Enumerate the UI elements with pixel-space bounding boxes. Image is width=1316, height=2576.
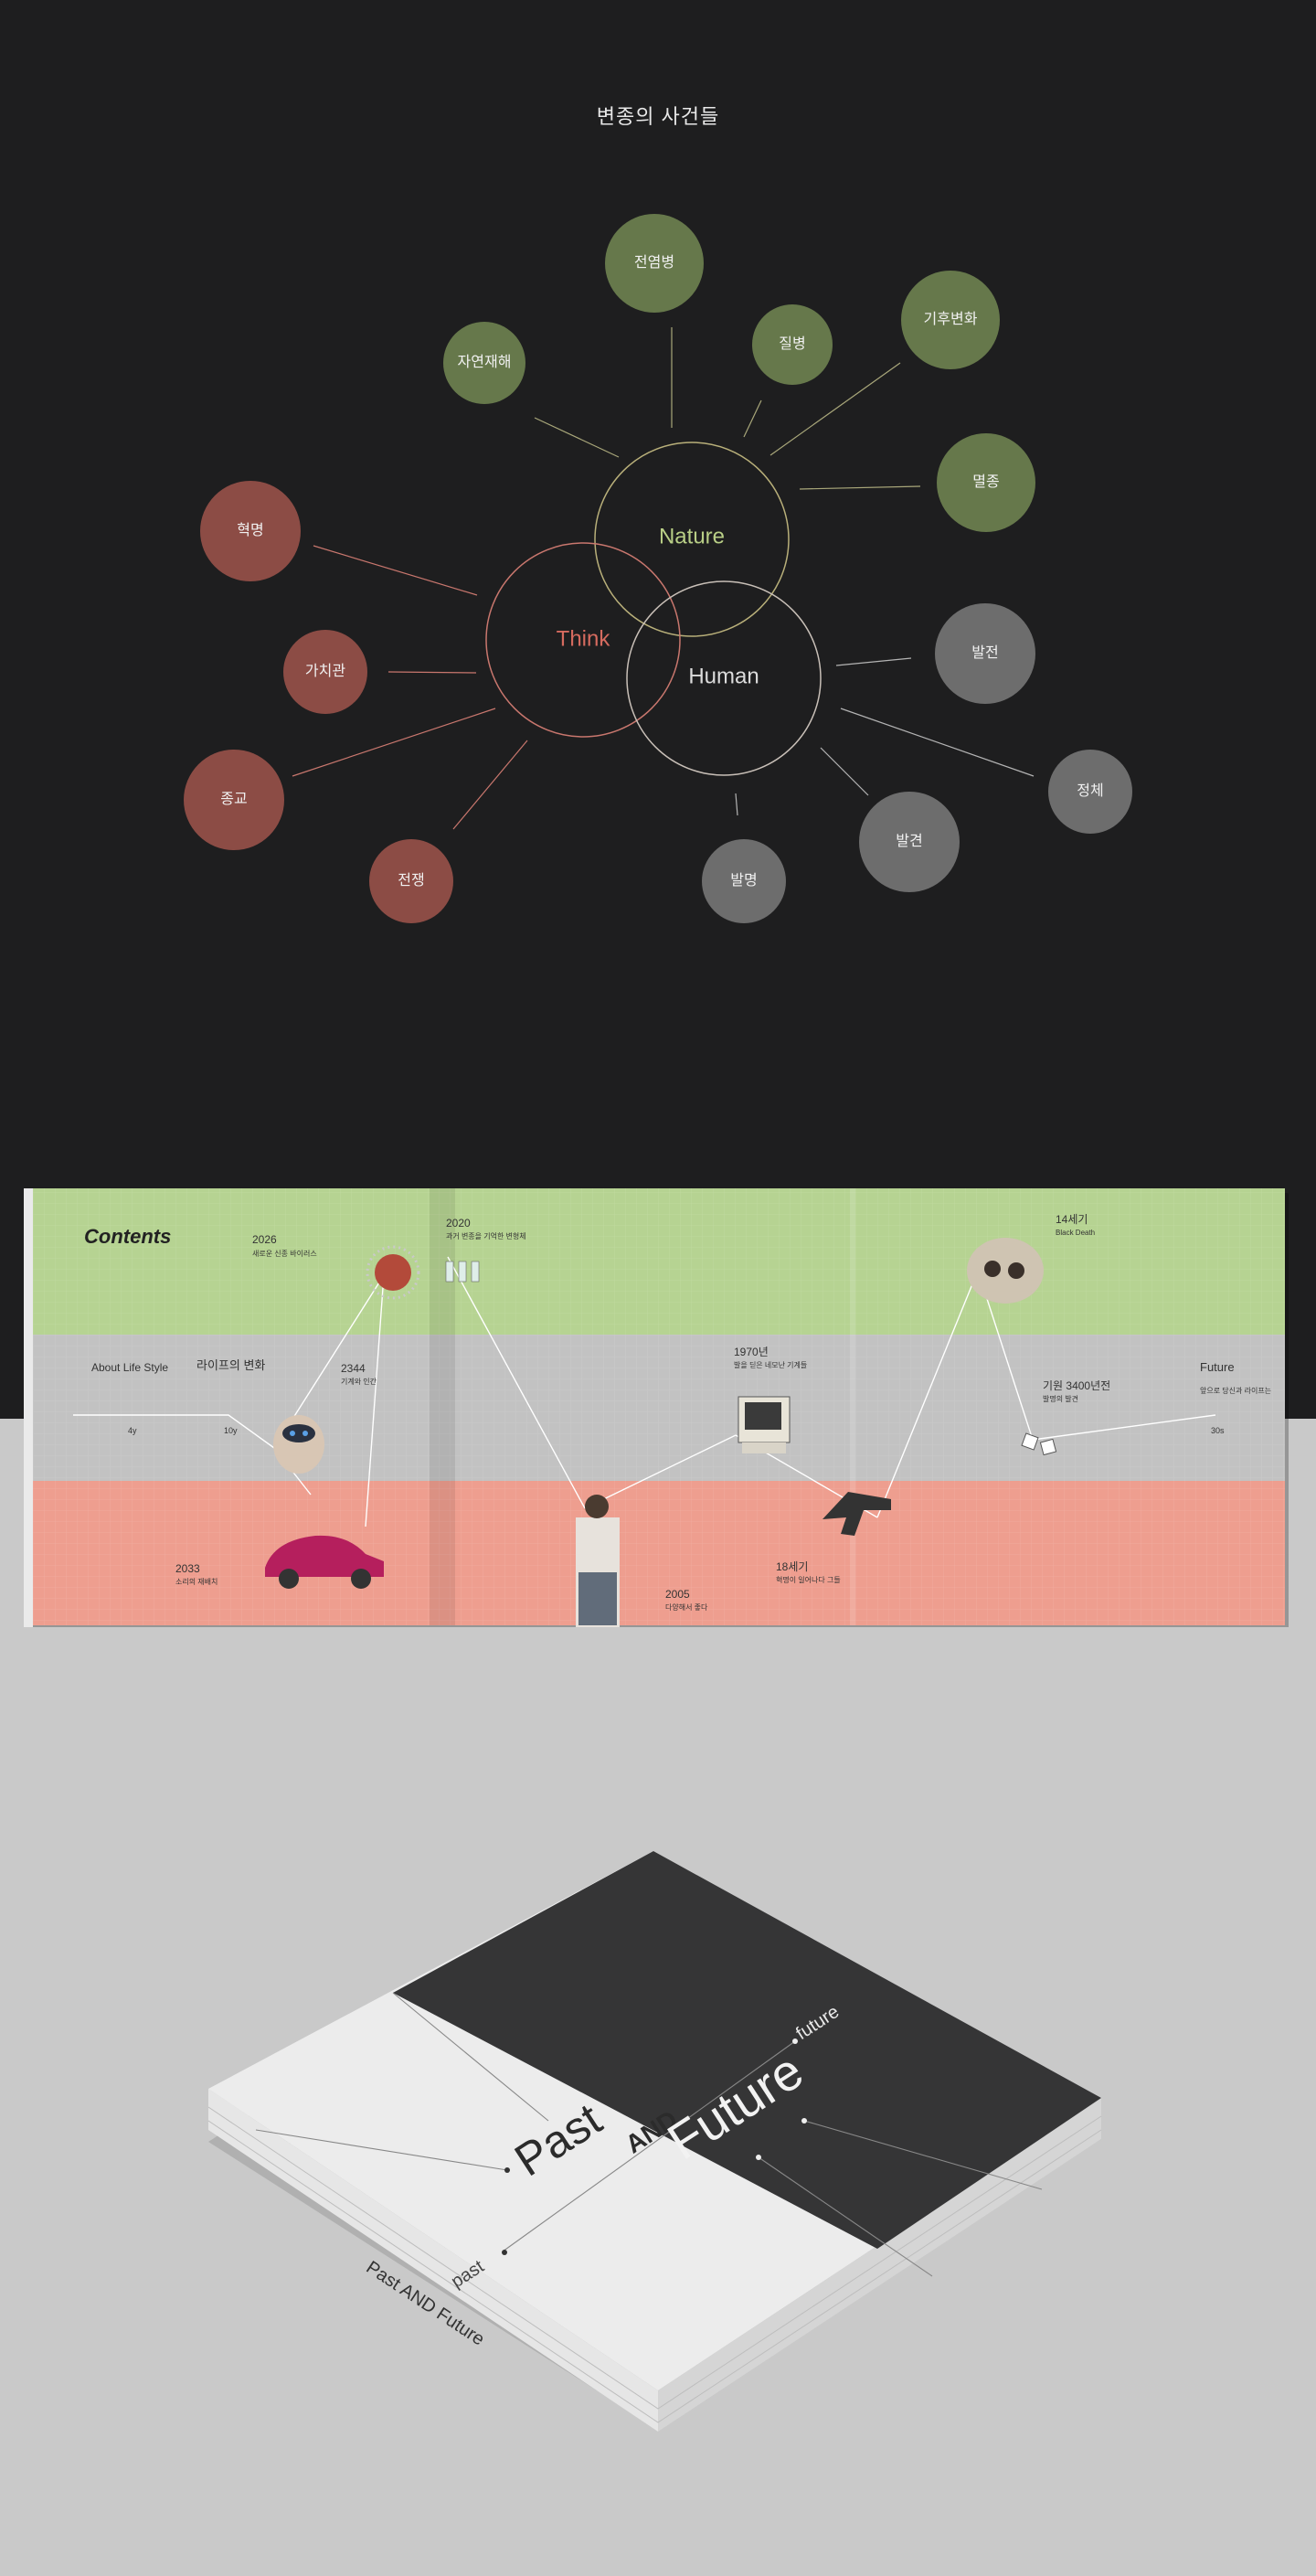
svg-text:질병: 질병	[779, 335, 805, 352]
svg-text:발명의 발견: 발명의 발견	[1043, 1394, 1078, 1403]
event-2005: 2005 다양해서 좋다	[665, 1588, 708, 1612]
event-2026: 2026 새로운 신종 바이러스	[252, 1233, 317, 1258]
svg-text:새로운 신종 바이러스: 새로운 신종 바이러스	[252, 1249, 317, 1258]
event-3400bc: 기원 3400년전 발명의 발견	[1043, 1379, 1110, 1403]
svg-text:1970년: 1970년	[734, 1346, 769, 1358]
page-title: 변종의 사건들	[596, 105, 720, 128]
book-cover: Past AND Future past future Past AND Fut…	[207, 1851, 1102, 2432]
svg-text:2005: 2005	[665, 1588, 690, 1601]
think-node-values: 가치관	[283, 630, 367, 714]
svg-text:Black Death: Black Death	[1056, 1229, 1095, 1237]
vials-illustration	[445, 1261, 480, 1283]
venn-label-think: Think	[557, 626, 611, 651]
svg-text:기후변화: 기후변화	[924, 311, 978, 327]
about-label: About Life Style	[91, 1361, 168, 1374]
human-node-discovery: 발견	[859, 792, 960, 892]
event-2344: 2344 기계와 인간	[341, 1362, 377, 1386]
event-18th-century: 18세기 혁명이 일어나다 그들	[776, 1560, 841, 1584]
car-illustration	[265, 1535, 384, 1589]
svg-text:14세기: 14세기	[1056, 1213, 1088, 1226]
nature-node-climate-change: 기후변화	[901, 271, 1000, 369]
svg-text:과거 변종을 기억한 변형체: 과거 변종을 기억한 변형체	[446, 1231, 526, 1240]
svg-text:다양해서 좋다: 다양해서 좋다	[665, 1602, 708, 1612]
contents-heading: Contents	[84, 1225, 171, 1248]
svg-text:발을 딛은 네모난 기계들: 발을 딛은 네모난 기계들	[734, 1360, 807, 1369]
svg-text:가치관: 가치관	[305, 663, 345, 679]
nature-connectors	[534, 327, 921, 490]
skull-illustration	[967, 1238, 1044, 1304]
future-sub: 앞으로 당신과 라이프는	[1200, 1386, 1271, 1395]
venn-circle-human	[626, 580, 822, 776]
venn-diagram: Nature Think Human 전염병 질병 기후변화 자연재해 멸종 혁…	[184, 214, 1132, 923]
book-gutter	[430, 1188, 455, 1625]
human-node-progress: 발전	[935, 603, 1035, 704]
svg-text:발명: 발명	[730, 872, 757, 889]
think-connectors	[292, 545, 528, 830]
venn-circle-nature	[594, 442, 790, 637]
gun-illustration	[822, 1492, 891, 1536]
think-node-war: 전쟁	[369, 839, 453, 923]
svg-text:자연재해: 자연재해	[458, 354, 512, 370]
think-node-religion: 종교	[184, 750, 284, 850]
svg-text:발견: 발견	[896, 833, 922, 849]
human-node-invention: 발명	[702, 839, 786, 923]
nature-node-epidemic: 전염병	[605, 214, 704, 313]
svg-text:혁명: 혁명	[237, 522, 263, 538]
svg-text:2020: 2020	[446, 1217, 471, 1229]
couple-illustration	[576, 1495, 620, 1627]
svg-text:혁명이 일어나다 그들: 혁명이 일어나다 그들	[776, 1575, 841, 1584]
human-connectors	[735, 657, 1035, 816]
book-spine	[208, 2089, 658, 2432]
svg-text:2026: 2026	[252, 1233, 277, 1246]
think-node-revolution: 혁명	[200, 481, 301, 581]
event-1970: 1970년 발을 딛은 네모난 기계들	[734, 1346, 807, 1369]
venn-circle-think	[485, 542, 681, 738]
svg-text:소리의 재배치: 소리의 재배치	[175, 1577, 218, 1586]
event-2033: 2033 소리의 재배치	[175, 1562, 218, 1586]
venn-label-nature: Nature	[659, 524, 725, 548]
svg-text:전쟁: 전쟁	[398, 872, 424, 889]
nature-node-extinction: 멸종	[937, 433, 1035, 532]
nature-node-disease: 질병	[752, 304, 833, 385]
human-node-stagnation: 정체	[1048, 750, 1132, 834]
svg-text:18세기: 18세기	[776, 1560, 808, 1573]
svg-text:전염병: 전염병	[634, 254, 674, 271]
svg-text:기원 3400년전: 기원 3400년전	[1043, 1379, 1110, 1392]
svg-text:멸종: 멸종	[972, 474, 999, 490]
robot-illustration	[273, 1415, 324, 1474]
svg-text:2344: 2344	[341, 1362, 366, 1375]
book-edge	[658, 2098, 1101, 2432]
axis-start: 4y	[128, 1426, 137, 1435]
future-label: Future	[1200, 1360, 1235, 1374]
dice-illustration	[1021, 1432, 1057, 1456]
svg-text:발전: 발전	[971, 644, 998, 661]
book-spread: Contents About Life Style 라이프의 변화 Future…	[24, 1188, 1289, 1627]
venn-label-human: Human	[688, 664, 759, 688]
book-page-edges	[24, 1188, 33, 1627]
virus-illustration	[366, 1245, 420, 1300]
event-2020: 2020 과거 변종을 기억한 변형체	[446, 1217, 526, 1240]
axis-mid: 10y	[224, 1426, 238, 1435]
change-label: 라이프의 변화	[196, 1358, 265, 1372]
svg-text:종교: 종교	[220, 792, 247, 807]
svg-text:정체: 정체	[1077, 782, 1103, 799]
axis-end: 30s	[1211, 1426, 1225, 1435]
cover-dark	[393, 1851, 1101, 2249]
nature-node-natural-disaster: 자연재해	[443, 322, 525, 404]
computer-illustration	[738, 1396, 791, 1453]
event-14th-century: 14세기 Black Death	[1056, 1213, 1095, 1237]
svg-text:기계와 인간: 기계와 인간	[341, 1377, 377, 1386]
svg-text:2033: 2033	[175, 1562, 200, 1575]
